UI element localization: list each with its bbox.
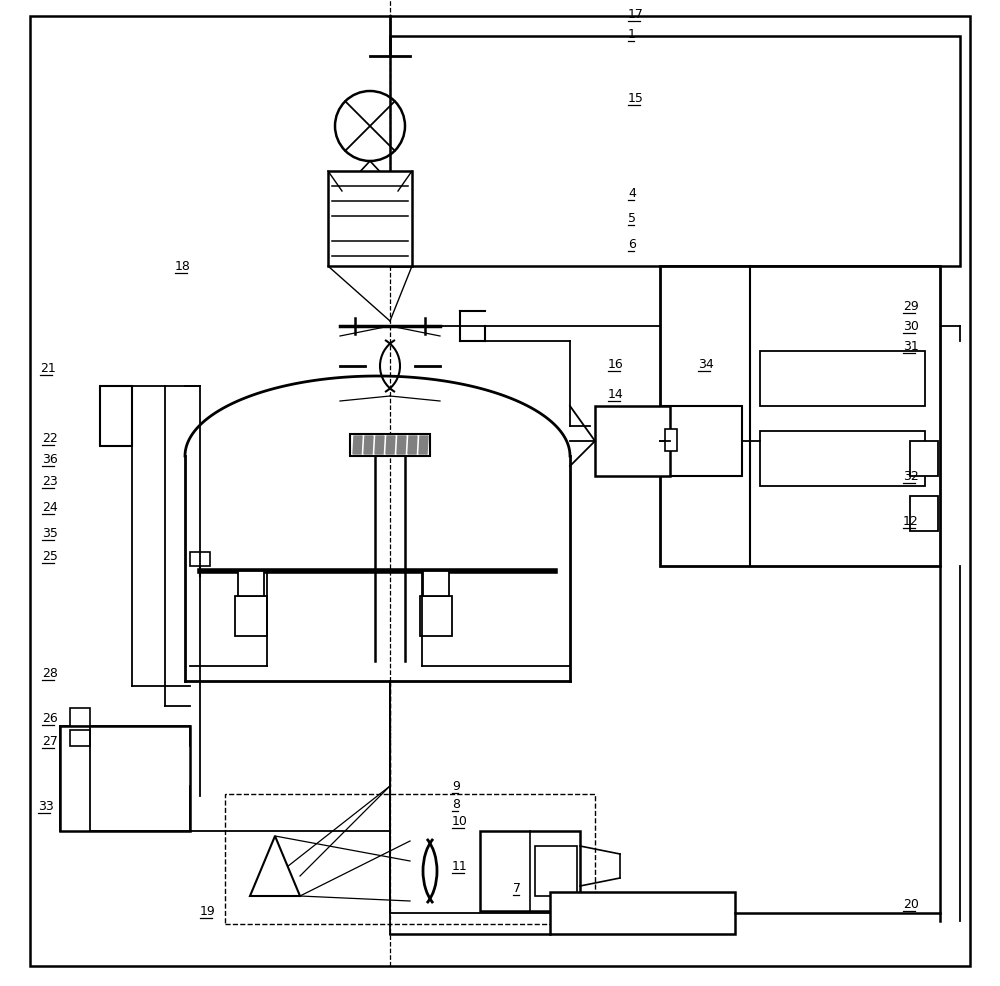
Text: 7: 7 <box>513 881 521 894</box>
Text: 36: 36 <box>42 453 58 466</box>
Text: 10: 10 <box>452 814 468 827</box>
Bar <box>660 267 940 566</box>
Text: 21: 21 <box>40 362 56 375</box>
Text: 33: 33 <box>38 800 54 812</box>
Polygon shape <box>364 437 373 455</box>
Text: 23: 23 <box>42 475 58 488</box>
Text: 1: 1 <box>628 29 636 41</box>
Bar <box>910 497 938 531</box>
Text: 32: 32 <box>903 470 919 483</box>
Text: 17: 17 <box>628 9 644 22</box>
Bar <box>910 442 938 476</box>
Text: 28: 28 <box>42 667 58 679</box>
Polygon shape <box>250 836 300 896</box>
Bar <box>328 172 412 267</box>
Text: 16: 16 <box>608 358 624 371</box>
Text: 9: 9 <box>452 780 460 793</box>
Text: 12: 12 <box>903 515 919 528</box>
Bar <box>305 36 460 447</box>
Bar <box>480 831 580 911</box>
Polygon shape <box>419 437 428 455</box>
Text: 25: 25 <box>42 550 58 563</box>
Bar <box>70 708 90 727</box>
Text: 18: 18 <box>175 260 191 273</box>
Text: 11: 11 <box>452 860 468 873</box>
Polygon shape <box>408 437 417 455</box>
Polygon shape <box>375 437 384 455</box>
Bar <box>423 572 449 597</box>
Bar <box>760 432 925 486</box>
Text: 15: 15 <box>628 93 644 106</box>
Text: 5: 5 <box>628 212 636 225</box>
Bar <box>235 597 267 636</box>
Bar <box>595 406 670 476</box>
Text: 35: 35 <box>42 527 58 540</box>
Bar <box>535 846 577 896</box>
Text: 27: 27 <box>42 735 58 747</box>
Bar <box>390 36 960 267</box>
Polygon shape <box>386 437 395 455</box>
Bar <box>100 387 132 447</box>
Bar <box>238 572 264 597</box>
Text: 19: 19 <box>200 904 216 918</box>
Text: 26: 26 <box>42 712 58 725</box>
Text: 30: 30 <box>903 320 919 333</box>
Text: 22: 22 <box>42 432 58 445</box>
Text: 20: 20 <box>903 897 919 911</box>
Bar <box>550 892 735 934</box>
Bar <box>420 597 452 636</box>
Bar <box>660 406 742 476</box>
Text: 34: 34 <box>698 358 714 371</box>
Bar <box>60 727 190 831</box>
Text: 6: 6 <box>628 239 636 251</box>
Text: 31: 31 <box>903 340 919 353</box>
Bar <box>190 552 210 566</box>
Text: 29: 29 <box>903 300 919 314</box>
Bar <box>665 430 677 452</box>
Text: 24: 24 <box>42 501 58 514</box>
Bar <box>70 731 90 746</box>
Bar <box>350 435 430 457</box>
Polygon shape <box>353 437 362 455</box>
Text: 4: 4 <box>628 187 636 200</box>
Polygon shape <box>397 437 406 455</box>
Bar <box>225 794 595 924</box>
Text: 8: 8 <box>452 798 460 810</box>
Bar <box>760 352 925 406</box>
Text: 14: 14 <box>608 388 624 401</box>
